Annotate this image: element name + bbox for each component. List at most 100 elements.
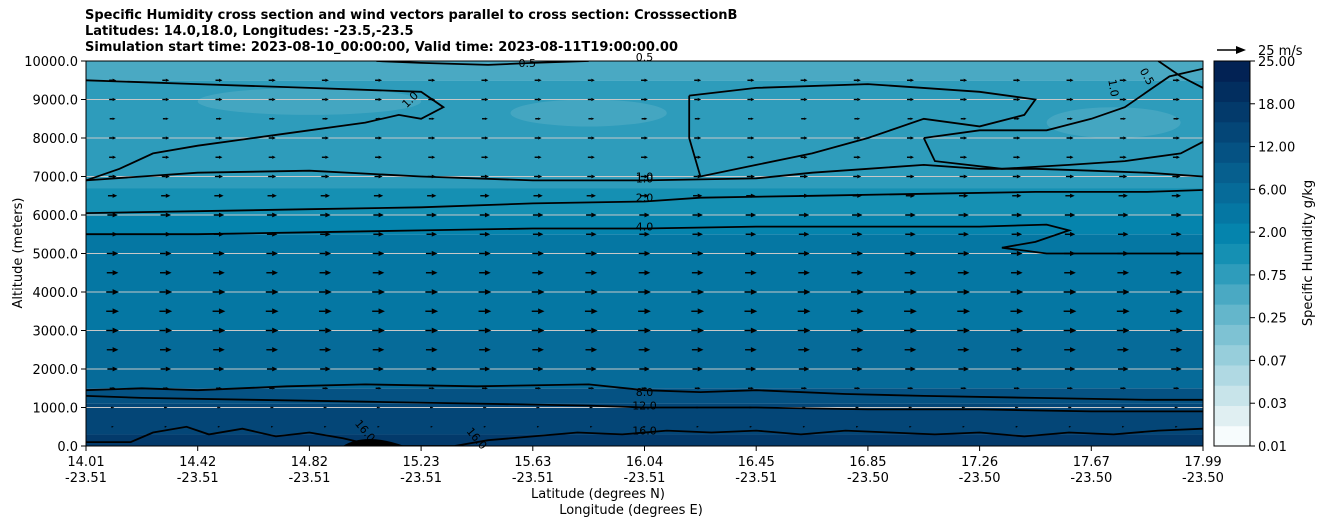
chart-title-line-3: Simulation start time: 2023-08-10_00:00:… — [85, 40, 678, 55]
x-tick-label-lat-4: 15.63 — [514, 455, 551, 470]
wind-arrow-head — [1176, 327, 1183, 334]
wind-arrow — [1170, 308, 1183, 315]
wind-arrow-head — [1070, 212, 1076, 218]
wind-arrow — [324, 425, 327, 428]
y-tick-label-6: 6000.0 — [33, 209, 79, 224]
wind-arrow — [959, 174, 968, 179]
wind-arrow — [957, 289, 971, 295]
wind-arrow-head — [963, 117, 967, 121]
wind-arrow-head — [112, 136, 117, 140]
wind-arrow-head — [963, 327, 971, 334]
wind-arrow-head — [325, 231, 331, 237]
wind-arrow-head — [644, 386, 648, 390]
wind-arrow — [852, 366, 863, 372]
wind-arrow — [1117, 231, 1129, 237]
wind-arrow — [587, 136, 595, 140]
wind-arrow — [1117, 250, 1130, 257]
wind-arrow-head — [165, 308, 173, 315]
wind-arrow-head — [538, 97, 542, 102]
wind-arrow — [531, 308, 545, 315]
wind-arrow-head — [218, 406, 221, 409]
wind-arrow-head — [218, 425, 221, 428]
wind-arrow-head — [325, 155, 329, 159]
wind-arrow-head — [1123, 327, 1130, 334]
wind-arrow-head — [165, 386, 169, 390]
wind-arrow-head — [165, 406, 168, 409]
wind-arrow — [957, 270, 970, 276]
colorbar-tick-label-3: 0.25 — [1258, 312, 1287, 327]
wind-arrow-head — [325, 136, 329, 140]
wind-arrow-head — [910, 117, 914, 121]
wind-arrow — [269, 386, 276, 390]
wind-arrow — [694, 97, 702, 102]
wind-arrow — [852, 193, 862, 198]
wind-arrow-head — [804, 250, 810, 257]
y-tick-label-4: 4000.0 — [33, 286, 79, 301]
wind-arrow-head — [591, 406, 594, 409]
wind-arrow-head — [431, 406, 434, 409]
wind-arrow-head — [857, 212, 863, 218]
x-tick-label-lon-9: -23.50 — [1070, 471, 1112, 486]
wind-arrow — [478, 308, 492, 315]
wind-arrow — [638, 327, 651, 334]
wind-arrow — [322, 117, 329, 121]
wind-arrow-head — [1123, 136, 1127, 140]
wind-arrow — [1067, 117, 1073, 121]
wind-arrow — [691, 289, 705, 295]
wind-arrow — [430, 425, 433, 428]
wind-arrow — [217, 406, 221, 409]
wind-arrow — [320, 193, 330, 198]
wind-arrow — [372, 250, 385, 257]
wind-arrow — [1172, 136, 1180, 140]
wind-arrow — [480, 174, 489, 179]
humidity-band-5 — [86, 215, 1203, 235]
wind-arrow — [481, 97, 489, 102]
wind-arrow-head — [910, 327, 917, 334]
wind-arrow — [162, 136, 170, 140]
wind-arrow — [531, 327, 545, 334]
wind-arrow — [694, 117, 701, 121]
wind-arrow — [1122, 425, 1125, 428]
wind-arrow — [904, 250, 917, 257]
wind-arrow-head — [218, 327, 226, 334]
wind-arrow-head — [484, 270, 491, 276]
wind-arrow-head — [1176, 174, 1181, 179]
wind-arrow-head — [591, 386, 595, 390]
wind-arrow-head — [272, 231, 278, 237]
wind-arrow — [428, 117, 435, 121]
wind-arrow — [374, 174, 383, 179]
wind-arrow — [797, 289, 811, 295]
wind-arrow-head — [112, 78, 117, 82]
wind-arrow — [1067, 386, 1073, 390]
wind-arrow — [372, 327, 385, 334]
wind-arrow — [479, 366, 491, 372]
wind-arrow-head — [750, 155, 755, 159]
wind-arrow-head — [1123, 366, 1129, 372]
wind-arrow — [375, 136, 383, 140]
wind-arrow-head — [538, 117, 542, 121]
wind-arrow-head — [325, 174, 330, 179]
wind-arrow — [107, 212, 118, 218]
wind-arrow-head — [804, 193, 809, 198]
wind-arrow — [427, 193, 437, 198]
wind-arrow-head — [644, 97, 648, 102]
wind-arrow — [958, 231, 969, 237]
wind-arrow-head — [804, 174, 809, 179]
wind-arrow-head — [165, 117, 169, 121]
wind-arrow — [957, 327, 971, 334]
y-tick-label-2: 2000.0 — [33, 363, 79, 378]
wind-arrow — [1170, 347, 1183, 353]
wind-arrow-head — [697, 155, 702, 159]
wind-arrow-head — [538, 193, 543, 198]
wind-arrow-head — [431, 97, 436, 102]
wind-arrow — [265, 327, 279, 334]
colorbar-swatch-0 — [1214, 425, 1250, 447]
wind-arrow-head — [1176, 78, 1180, 82]
wind-arrow-head — [484, 212, 491, 218]
wind-arrow — [747, 136, 755, 140]
wind-arrow-head — [1176, 406, 1179, 409]
wind-arrow — [535, 386, 542, 390]
wind-arrow — [375, 386, 382, 390]
wind-arrow — [904, 347, 917, 353]
wind-arrow — [110, 406, 115, 409]
